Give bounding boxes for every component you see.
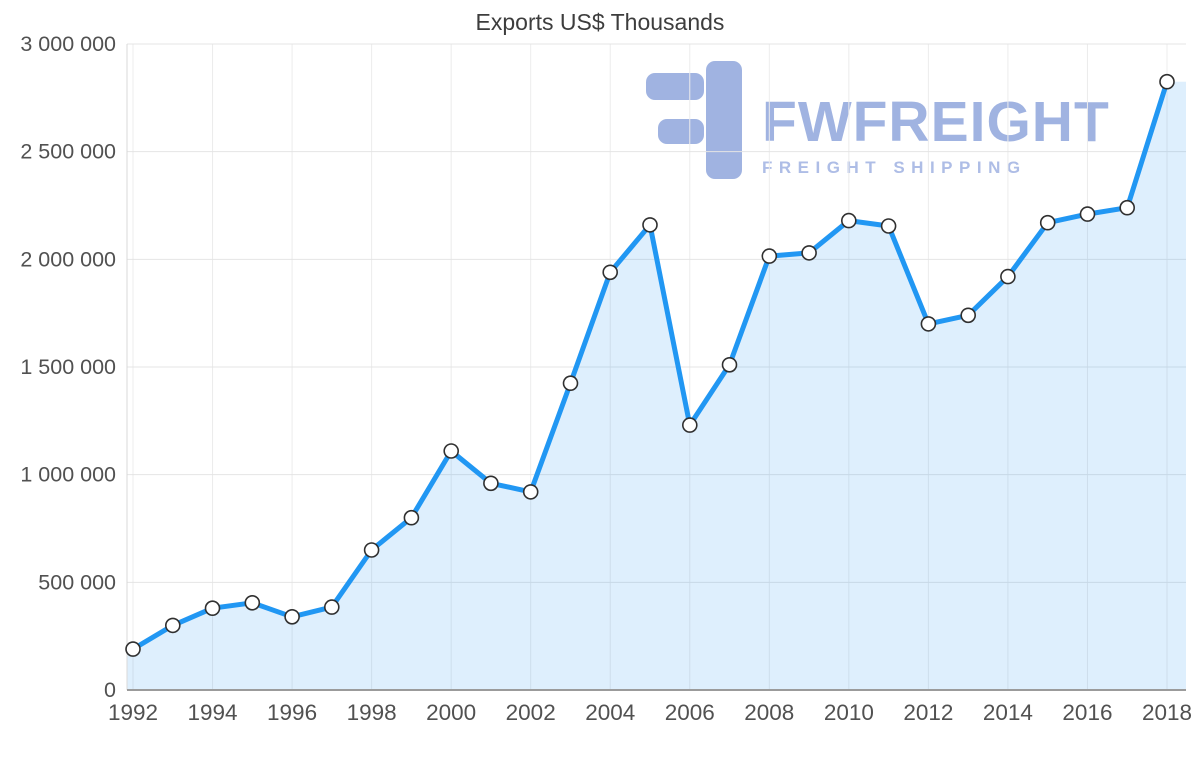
fwfreight-watermark: FWFREIGHT FREIGHT SHIPPING (646, 61, 1122, 179)
y-tick-label: 2 000 000 (20, 247, 116, 271)
data-point-2006 (681, 417, 698, 433)
x-tick-label: 2000 (426, 700, 476, 725)
x-tick-label: 2004 (585, 700, 635, 725)
fwfreight-logo-icon (646, 61, 742, 179)
data-point-2011 (880, 218, 897, 234)
data-point-2002 (522, 484, 539, 500)
data-point-1997 (323, 599, 340, 615)
data-point-1995 (244, 594, 261, 611)
data-point-2012 (920, 316, 937, 332)
data-point-2009 (801, 245, 817, 261)
data-point-2000 (443, 443, 460, 459)
data-point-1994 (204, 600, 221, 617)
data-point-1998 (363, 542, 380, 558)
x-tick-label: 2006 (665, 700, 715, 725)
x-tick-label: 2002 (506, 700, 556, 725)
data-point-2001 (483, 475, 499, 492)
data-point-1993 (165, 617, 181, 634)
data-point-1992 (125, 641, 141, 657)
data-point-2017 (1119, 199, 1135, 216)
watermark-text-block: FWFREIGHT FREIGHT SHIPPING (762, 94, 1122, 179)
data-point-2007 (721, 356, 738, 373)
x-tick-label: 2012 (903, 700, 953, 725)
data-point-2018 (1159, 73, 1175, 90)
data-point-1996 (284, 608, 300, 625)
y-tick-label: 0 (104, 678, 116, 702)
y-tick-label: 2 500 000 (20, 140, 116, 164)
data-point-2014 (1000, 268, 1016, 285)
data-point-2015 (1039, 214, 1056, 231)
data-point-2013 (960, 307, 977, 324)
y-axis-labels: 0 500 000 1 000 000 1 500 000 2 000 000 2 500… (20, 32, 116, 702)
chart-title: Exports US$ Thousands (475, 9, 725, 35)
x-tick-label: 2016 (1062, 700, 1112, 725)
x-tick-label: 2008 (744, 700, 794, 725)
watermark-brand-text: FWFREIGHT (762, 90, 1110, 154)
data-point-1999 (403, 509, 420, 526)
data-point-2016 (1079, 206, 1096, 222)
data-point-2003 (562, 375, 579, 392)
x-tick-label: 2014 (983, 700, 1033, 725)
y-tick-label: 1 500 000 (20, 355, 116, 379)
data-point-2010 (840, 212, 857, 229)
x-tick-label: 1998 (347, 700, 397, 725)
x-tick-label: 2018 (1142, 700, 1192, 725)
x-axis-labels: 1992 1994 1996 1998 2000 2002 2004 2006 2008 2010… (108, 700, 1192, 725)
watermark-tagline-text: FREIGHT SHIPPING (762, 158, 1027, 177)
x-tick-label: 2010 (824, 700, 874, 725)
y-tick-label: 500 000 (38, 570, 116, 594)
data-point-2004 (602, 264, 619, 281)
x-tick-label: 1992 (108, 700, 158, 725)
x-tick-label: 1996 (267, 700, 317, 725)
data-point-2008 (761, 248, 778, 264)
x-tick-label: 1994 (188, 700, 238, 725)
data-point-2005 (642, 217, 658, 233)
y-tick-label: 1 000 000 (20, 463, 116, 487)
